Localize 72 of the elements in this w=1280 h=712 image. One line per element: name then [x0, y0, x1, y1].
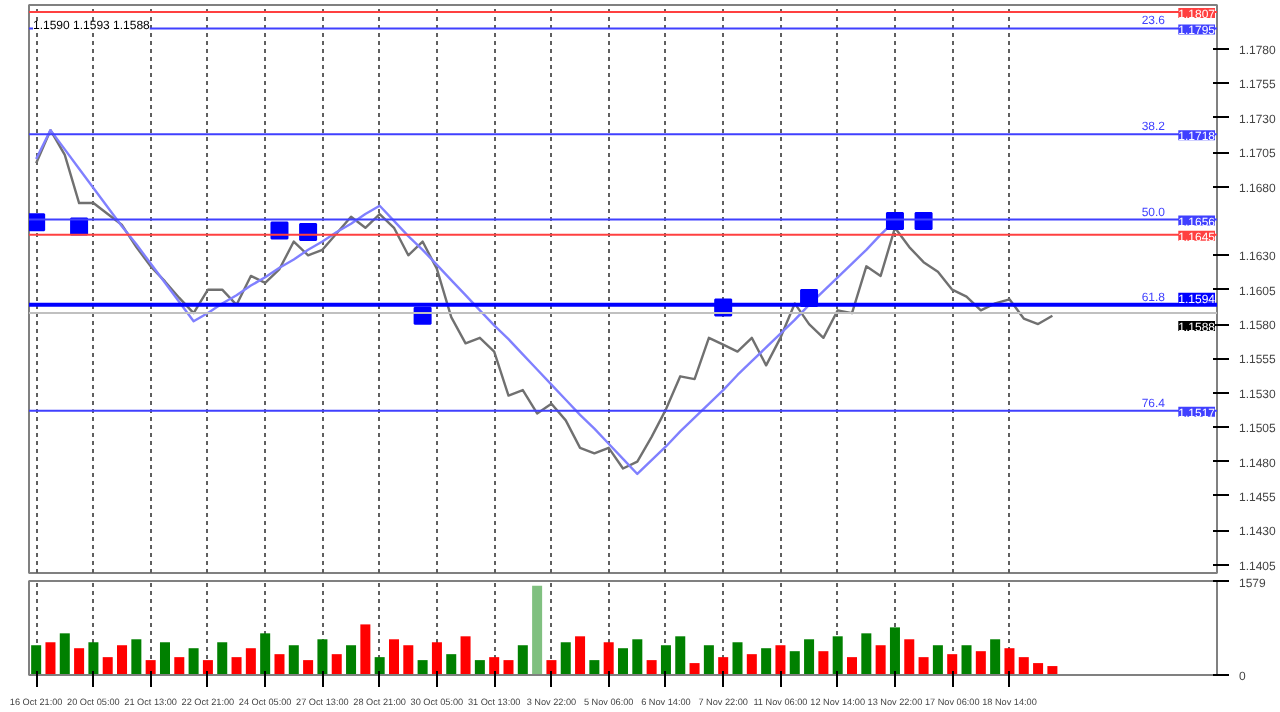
bar: [918, 657, 929, 675]
bar: [231, 657, 242, 675]
bar: [804, 639, 815, 675]
bar: [474, 660, 485, 675]
bar: [74, 648, 85, 675]
bar: [460, 636, 471, 675]
bar: [217, 642, 228, 675]
bar: [603, 642, 614, 675]
bar: [746, 654, 757, 675]
bar: [861, 633, 872, 675]
bar: [875, 645, 886, 675]
bar: [847, 657, 858, 675]
bar: [45, 642, 56, 675]
bar: [159, 642, 170, 675]
bar: [188, 648, 199, 675]
bar: [1004, 648, 1015, 675]
bar: [517, 645, 528, 675]
bar: [889, 627, 900, 675]
bar: [990, 639, 1001, 675]
bar: [88, 642, 99, 675]
bar: [388, 639, 399, 675]
bar: [174, 657, 185, 675]
bar: [961, 645, 972, 675]
bar: [575, 636, 586, 675]
bar: [374, 657, 385, 675]
bar: [431, 642, 442, 675]
bar: [102, 657, 113, 675]
bar: [489, 657, 500, 675]
bar: [403, 645, 414, 675]
bar: [245, 648, 256, 675]
bar: [703, 645, 714, 675]
bar: [761, 648, 772, 675]
bar: [775, 645, 786, 675]
bar: [818, 651, 829, 675]
bar: [975, 651, 986, 675]
bar: [31, 645, 42, 675]
bar: [560, 642, 571, 675]
bar: [718, 657, 729, 675]
bar: [660, 645, 671, 675]
bar: [260, 633, 271, 675]
bar: [331, 654, 342, 675]
bar: [1033, 663, 1044, 675]
bar: [274, 654, 285, 675]
bar: [546, 660, 557, 675]
bar: [675, 636, 686, 675]
bar: [202, 660, 213, 675]
bar: [59, 633, 70, 675]
bar: [288, 645, 299, 675]
bar: [532, 585, 543, 675]
bar: [446, 654, 457, 675]
bar: [617, 648, 629, 675]
bar: [1047, 666, 1058, 675]
bar: [904, 639, 915, 675]
bar: [303, 660, 314, 675]
bar: [589, 660, 600, 675]
bar: [732, 642, 743, 675]
bar: [117, 645, 128, 675]
bar: [317, 639, 328, 675]
bar: [145, 660, 156, 675]
bar: [832, 636, 843, 675]
bar: [417, 660, 428, 675]
bar: [131, 639, 142, 675]
bar: [360, 624, 371, 675]
bar: [646, 660, 657, 675]
bar: [346, 645, 357, 675]
bar: [1018, 657, 1029, 675]
bar: [932, 645, 943, 675]
bar: [689, 663, 700, 675]
bar: [947, 654, 958, 675]
bar: [632, 639, 643, 675]
bar: [503, 660, 514, 675]
bar: [789, 651, 800, 675]
